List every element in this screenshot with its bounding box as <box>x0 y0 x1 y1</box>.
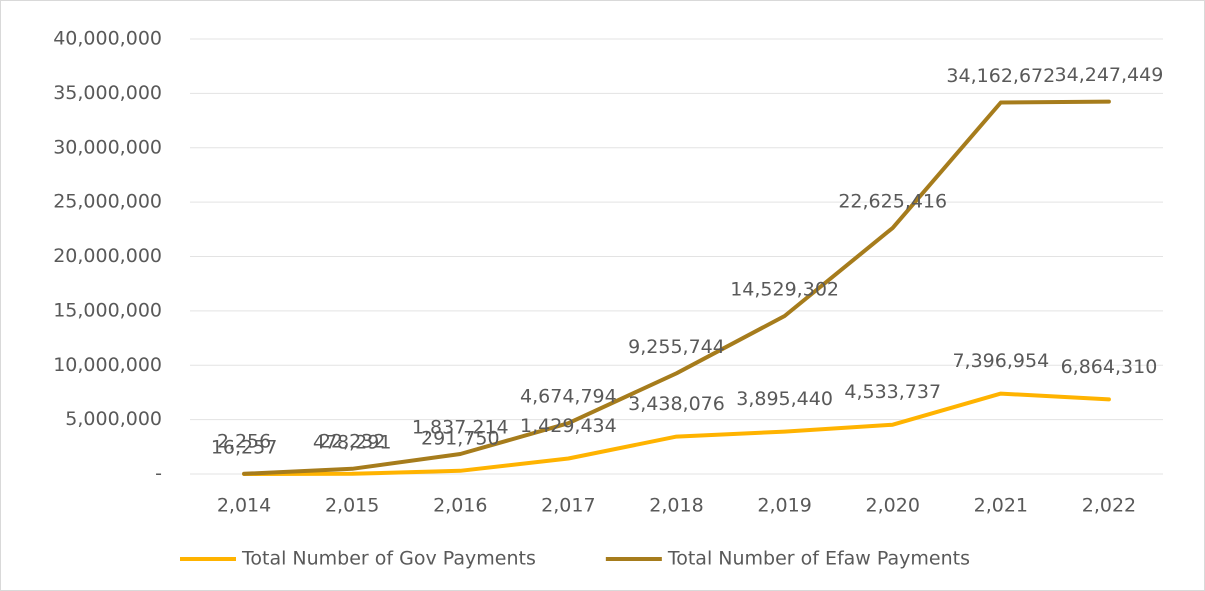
data-label: 1,837,214 <box>412 417 509 439</box>
y-tick-label: 30,000,000 <box>53 136 162 158</box>
data-label: 3,895,440 <box>736 388 833 410</box>
x-tick-label: 2,019 <box>757 495 811 517</box>
data-label: 22,625,416 <box>838 190 947 212</box>
x-tick-label: 2,014 <box>217 495 271 517</box>
y-tick-label: 40,000,000 <box>53 28 162 50</box>
x-tick-label: 2,021 <box>974 495 1028 517</box>
data-label: 4,533,737 <box>844 381 941 403</box>
data-label: 7,396,954 <box>952 350 1049 372</box>
y-tick-label: 10,000,000 <box>53 354 162 376</box>
series-line <box>242 99 1111 476</box>
series-line <box>242 391 1111 476</box>
data-label: 22,232 <box>319 430 385 452</box>
data-label: 478,291 <box>313 431 392 453</box>
data-label: 291,750 <box>421 427 500 449</box>
legend-label: Total Number of Gov Payments <box>241 548 536 570</box>
data-label: 2,256 <box>217 430 271 452</box>
y-tick-label: 20,000,000 <box>53 245 162 267</box>
data-label: 14,529,302 <box>730 278 839 300</box>
x-tick-label: 2,018 <box>649 495 703 517</box>
data-label: 6,864,310 <box>1061 356 1158 378</box>
data-label: 9,255,744 <box>628 336 725 358</box>
data-label: 34,162,672 <box>946 65 1055 87</box>
data-label: 4,674,794 <box>520 386 617 408</box>
data-label: 34,247,449 <box>1055 64 1164 86</box>
x-tick-label: 2,020 <box>866 495 920 517</box>
x-tick-label: 2,015 <box>325 495 379 517</box>
data-label: 16,257 <box>211 436 277 458</box>
y-tick-label: - <box>155 463 162 485</box>
x-tick-label: 2,022 <box>1082 495 1136 517</box>
data-label: 3,438,076 <box>628 393 725 415</box>
y-tick-label: 5,000,000 <box>65 408 162 430</box>
data-label: 1,429,434 <box>520 415 617 437</box>
y-tick-label: 15,000,000 <box>53 299 162 321</box>
x-tick-label: 2,016 <box>433 495 487 517</box>
legend-label: Total Number of Efaw Payments <box>667 548 970 570</box>
x-tick-label: 2,017 <box>541 495 595 517</box>
y-tick-label: 25,000,000 <box>53 191 162 213</box>
y-tick-label: 35,000,000 <box>53 82 162 104</box>
